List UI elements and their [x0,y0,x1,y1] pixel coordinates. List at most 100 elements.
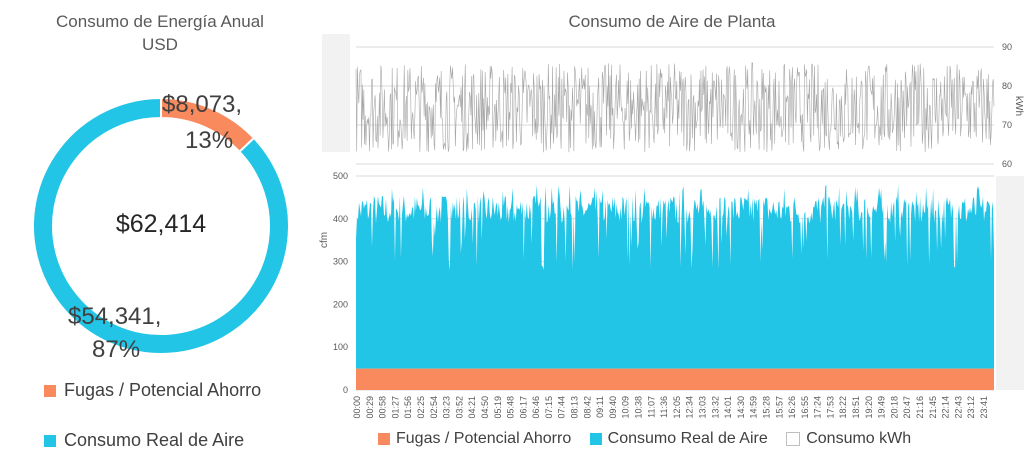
area-legend-item-kwh[interactable]: Consumo kWh [786,430,911,448]
time-tick-label: 21:16 [915,396,925,419]
time-tick-label: 02:54 [429,396,439,419]
legend-swatch-leaks [44,385,56,398]
kwh-axis-label: kWh [1013,96,1024,116]
time-tick-label: 04:21 [467,396,477,419]
time-tick-label: 19:20 [864,396,874,419]
time-tick-label: 00:58 [378,396,388,419]
kwh-tick-label: 70 [1002,120,1012,130]
legend-label-air: Consumo Real de Aire [64,430,245,450]
kwh-tick-label: 90 [1002,42,1012,52]
donut-title: Consumo de Energía Anual USD [0,10,320,56]
time-tick-label: 17:53 [825,396,835,419]
legend-swatch-kwh [786,431,801,446]
legend-label-air: Consumo Real de Aire [607,430,768,447]
time-tick-label: 15:57 [774,396,784,419]
area-legend-item-air[interactable]: Consumo Real de Aire [589,430,768,448]
line-series-consumo-kwh[interactable] [355,61,995,153]
cfm-tick-label: 0 [343,385,348,395]
slice-label-leaks-percent: 13% [185,127,233,154]
time-tick-label: 17:24 [813,396,823,419]
kwh-tick-label: 80 [1002,81,1012,91]
donut-center-total: $62,414 [116,210,206,238]
legend-swatch-air [589,432,602,445]
time-tick-label: 05:19 [493,396,503,419]
right-band-bottom [996,176,1024,390]
time-tick-label: 14:59 [749,396,759,419]
time-tick-label: 19:49 [877,396,887,419]
time-tick-label: 20:18 [889,396,899,419]
time-axis-ticks: 00:00 00:29 00:58 01:27 01:56 02:25 02:54 03:23… [352,396,989,419]
time-tick-label: 02:25 [416,396,426,419]
time-tick-label: 07:44 [557,396,567,419]
time-tick-label: 09:40 [608,396,618,419]
area-legend-item-leaks[interactable]: Fugas / Potencial Ahorro [378,430,571,448]
time-tick-label: 18:51 [851,396,861,419]
left-band-top [322,34,350,152]
cfm-tick-label: 100 [333,342,348,352]
time-tick-label: 09:11 [595,396,605,418]
cfm-tick-label: 300 [333,257,348,267]
time-tick-label: 03:23 [442,396,452,419]
time-tick-label: 06:17 [518,396,528,419]
time-tick-label: 03:52 [454,396,464,419]
slice-label-air-value: $54,341, [68,303,161,330]
time-tick-label: 20:47 [902,396,912,419]
cfm-tick-label: 400 [333,214,348,224]
time-tick-label: 16:55 [800,396,810,419]
cfm-axis-ticks: 0 100 200 300 400 500 [333,171,348,395]
time-tick-label: 13:32 [710,396,720,419]
slice-label-air-percent: 87% [92,336,140,363]
time-tick-label: 11:36 [659,396,669,418]
time-tick-label: 08:42 [582,396,592,419]
time-tick-label: 18:22 [838,396,848,419]
time-tick-label: 10:38 [634,396,644,419]
time-tick-label: 16:26 [787,396,797,419]
time-tick-label: 06:46 [531,396,541,419]
slice-label-leaks-value: $8,073, [162,91,242,118]
time-tick-label: 01:27 [390,396,400,419]
area-chart-title: Consumo de Aire de Planta [568,12,776,31]
time-tick-label: 13:03 [698,396,708,419]
kwh-axis-ticks: 60 70 80 90 [1002,42,1012,169]
donut-chart-panel: Consumo de Energía Anual USD $8,073, 13%… [0,0,320,465]
cfm-tick-label: 500 [333,171,348,181]
time-tick-label: 15:28 [762,396,772,419]
time-tick-label: 23:12 [966,396,976,419]
area-chart-svg: 0 100 200 300 400 500 60 70 80 90 00:00 00:29 00:5… [319,34,1024,419]
donut-legend-item-leaks[interactable]: Fugas / Potencial Ahorro [44,380,261,401]
legend-label-leaks: Fugas / Potencial Ahorro [396,430,572,447]
cfm-tick-label: 200 [333,299,348,309]
legend-label-leaks: Fugas / Potencial Ahorro [64,380,262,400]
legend-swatch-leaks [378,432,390,445]
time-tick-label: 22:43 [953,396,963,419]
cfm-axis-label: cfm [319,232,330,248]
time-tick-label: 00:00 [352,396,362,419]
donut-title-line1: Consumo de Energía Anual [56,12,264,31]
area-series-fugas[interactable] [356,368,994,390]
donut-subtitle: USD [142,35,178,54]
legend-swatch-air [44,435,56,448]
time-tick-label: 04:50 [480,396,490,419]
time-tick-label: 01:56 [403,396,413,419]
legend-label-kwh: Consumo kWh [806,430,912,447]
kwh-tick-label: 60 [1002,159,1012,169]
time-tick-label: 05:48 [506,396,516,419]
time-tick-label: 14:01 [723,396,733,419]
time-tick-label: 23:41 [979,396,989,419]
area-series-consumo-real-de-aire[interactable] [356,184,994,369]
time-tick-label: 08:13 [570,396,580,419]
time-tick-label: 12:34 [685,396,695,419]
area-legend: Fugas / Potencial Ahorro Consumo Real de… [378,430,925,448]
donut-slice-air[interactable] [32,96,290,355]
time-tick-label: 22:14 [941,396,951,419]
kwh-gridlines [356,46,994,165]
donut-svg: $8,073, 13% $62,414 $54,341, 87% [32,91,290,363]
time-tick-label: 11:07 [646,396,656,418]
time-tick-label: 00:29 [365,396,375,419]
time-tick-label: 21:45 [928,396,938,419]
time-tick-label: 14:30 [736,396,746,419]
donut-legend-item-air[interactable]: Consumo Real de Aire [44,430,244,451]
time-tick-label: 10:09 [621,396,631,419]
time-tick-label: 07:15 [544,396,554,419]
time-tick-label: 12:05 [672,396,682,419]
